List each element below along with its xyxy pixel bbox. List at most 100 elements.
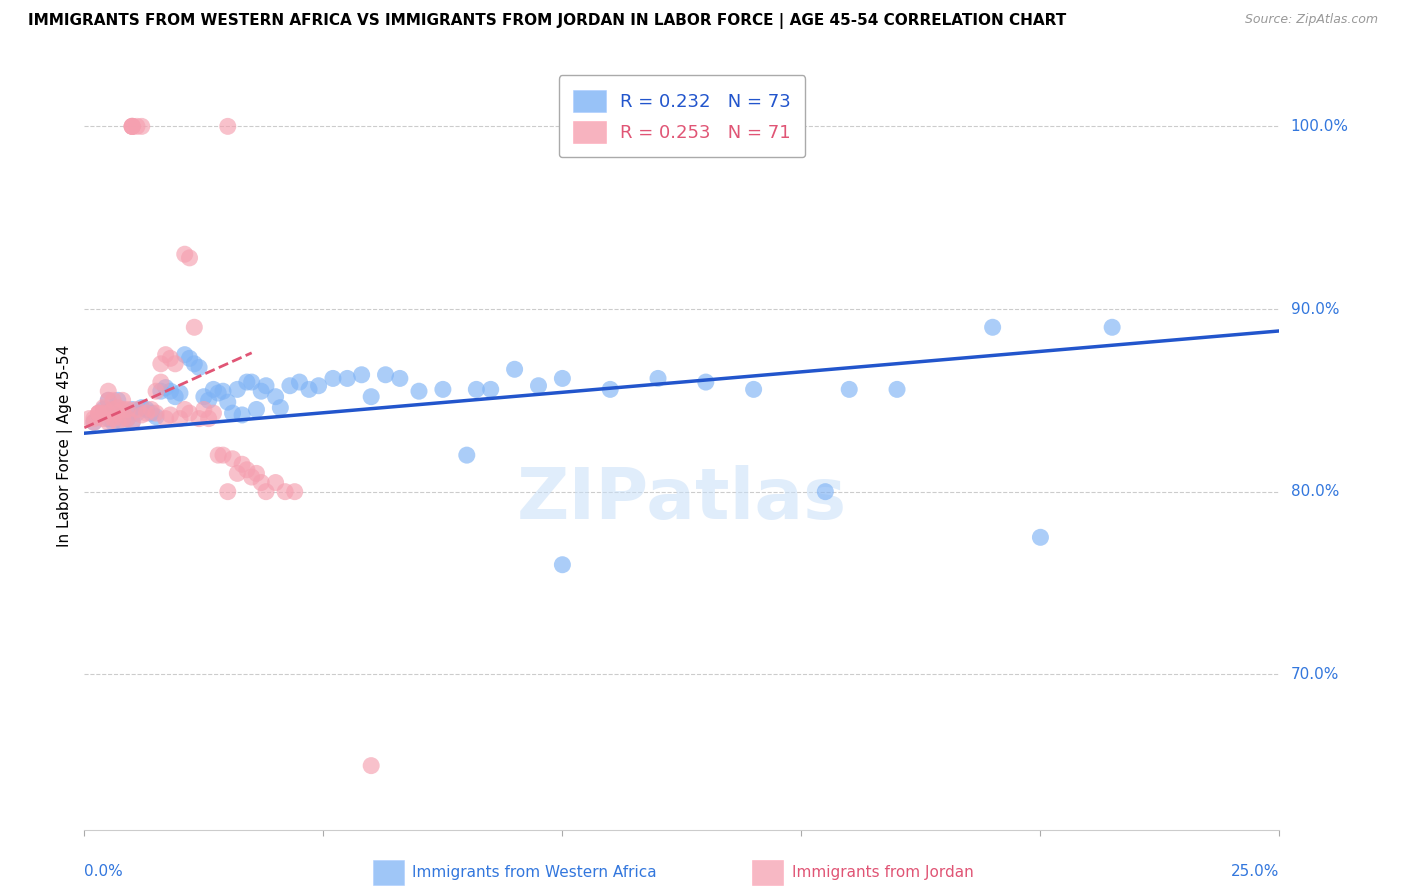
Point [83, 415, 105, 429]
Point [217, 484, 239, 499]
Text: 90.0%: 90.0% [1291, 301, 1339, 317]
Point [886, 383, 908, 397]
Point [360, 390, 382, 404]
Point [107, 406, 129, 420]
Point [97, 393, 120, 408]
Point [838, 383, 860, 397]
Point [135, 402, 157, 417]
Point [231, 457, 253, 471]
Point [135, 406, 157, 420]
Point [97, 393, 120, 408]
Point [221, 451, 243, 466]
Point [121, 415, 143, 429]
Point [308, 378, 330, 392]
Point [388, 371, 411, 385]
Point [374, 368, 396, 382]
Point [284, 484, 307, 499]
Point [193, 402, 215, 417]
Point [981, 320, 1004, 334]
Point [231, 408, 253, 422]
Point [245, 402, 267, 417]
Point [236, 375, 259, 389]
Text: 25.0%: 25.0% [1232, 864, 1279, 880]
Point [179, 251, 201, 265]
Point [121, 120, 143, 134]
Point [149, 357, 172, 371]
Point [93, 401, 115, 415]
Point [107, 401, 129, 415]
Point [278, 378, 301, 392]
Point [155, 348, 177, 362]
Point [240, 470, 263, 484]
Point [695, 375, 717, 389]
Point [217, 395, 239, 409]
Point [93, 402, 115, 417]
Text: 70.0%: 70.0% [1291, 667, 1339, 681]
Point [121, 120, 143, 134]
Point [125, 406, 148, 420]
Point [93, 406, 115, 420]
Point [360, 758, 382, 772]
Point [179, 351, 201, 366]
Point [221, 406, 243, 420]
Point [77, 411, 100, 425]
Point [165, 390, 187, 404]
Text: Source: ZipAtlas.com: Source: ZipAtlas.com [1244, 13, 1378, 27]
Point [350, 368, 373, 382]
Text: 80.0%: 80.0% [1291, 484, 1339, 500]
Point [145, 406, 167, 420]
Point [159, 384, 181, 399]
Point [111, 415, 134, 429]
Y-axis label: In Labor Force | Age 45-54: In Labor Force | Age 45-54 [58, 345, 73, 547]
Point [169, 386, 191, 401]
Point [121, 120, 143, 134]
Point [101, 402, 124, 417]
Point [159, 351, 181, 366]
Point [183, 357, 205, 371]
Point [155, 380, 177, 394]
Point [117, 402, 139, 417]
Point [159, 408, 181, 422]
Point [173, 348, 195, 362]
Point [254, 378, 277, 392]
Point [165, 357, 187, 371]
Point [83, 415, 105, 429]
Point [149, 384, 172, 399]
Point [217, 120, 239, 134]
Point [93, 411, 115, 425]
Point [212, 384, 235, 399]
Point [288, 375, 311, 389]
Point [141, 406, 163, 420]
Point [274, 484, 297, 499]
Point [179, 406, 201, 420]
Point [97, 411, 120, 425]
Point [125, 402, 148, 417]
Point [117, 411, 139, 425]
Legend: R = 0.232   N = 73, R = 0.253   N = 71: R = 0.232 N = 73, R = 0.253 N = 71 [558, 75, 806, 157]
Point [97, 384, 120, 399]
Point [183, 320, 205, 334]
Point [647, 371, 669, 385]
Point [226, 467, 249, 481]
Point [173, 247, 195, 261]
Point [173, 402, 195, 417]
Text: Immigrants from Western Africa: Immigrants from Western Africa [412, 865, 657, 880]
Point [87, 406, 110, 420]
Point [193, 390, 215, 404]
Point [111, 411, 134, 425]
Point [298, 383, 321, 397]
Text: Immigrants from Jordan: Immigrants from Jordan [792, 865, 973, 880]
Point [121, 415, 143, 429]
Point [121, 120, 143, 134]
Point [87, 406, 110, 420]
Point [111, 408, 134, 422]
Point [456, 448, 478, 462]
Point [250, 384, 273, 399]
Point [141, 402, 163, 417]
Point [742, 383, 765, 397]
Text: ZIPatlas: ZIPatlas [517, 466, 846, 534]
Point [101, 415, 124, 429]
Point [107, 415, 129, 429]
Point [107, 393, 129, 408]
Point [212, 448, 235, 462]
